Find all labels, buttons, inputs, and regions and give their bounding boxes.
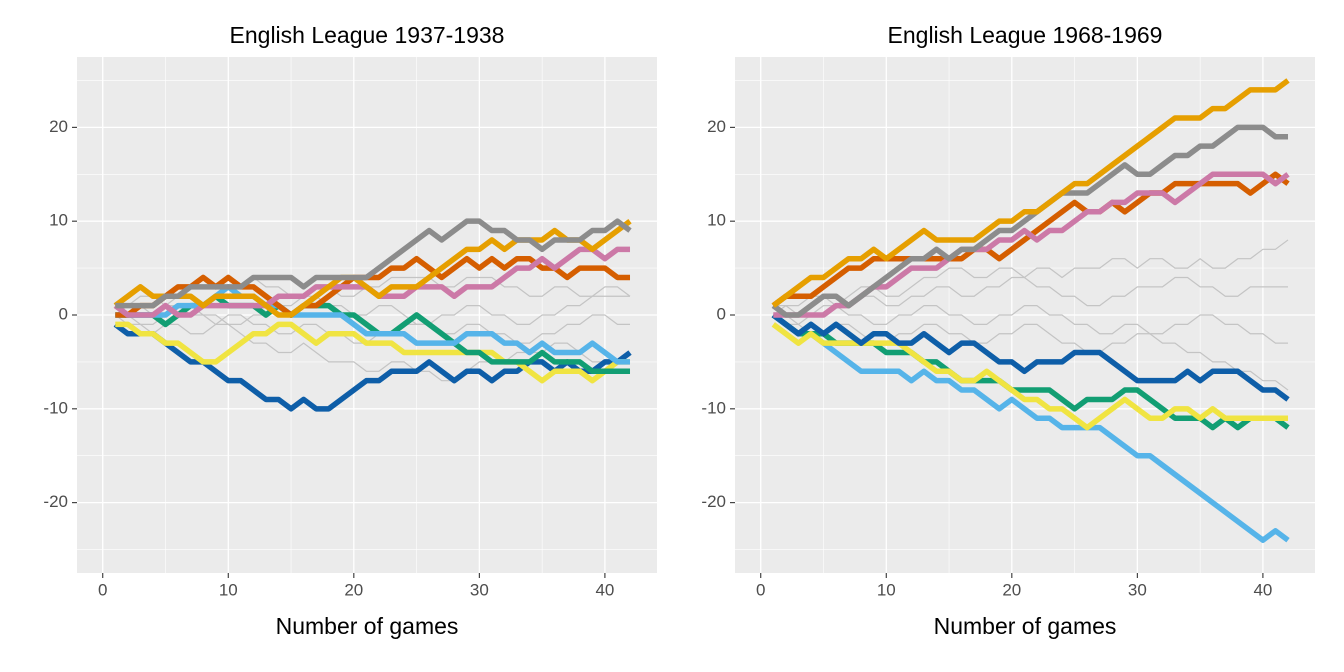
x-tick-label: 20 [344,580,363,599]
x-tick-label: 0 [756,580,765,599]
y-tick-label: 10 [49,211,68,230]
series-line [773,305,1289,344]
series-line [772,314,1289,391]
chart-title: English League 1937-1938 [230,22,505,48]
series-line [115,321,631,384]
x-tick-label: 40 [1253,580,1272,599]
series-line [772,239,1289,316]
series-line [771,78,1290,308]
x-tick-label: 30 [470,580,489,599]
y-tick-label: 20 [49,117,68,136]
series-line [115,218,632,309]
series-line [115,295,631,344]
y-tick-label: 20 [707,117,726,136]
x-tick-label: 0 [98,580,107,599]
series-line [115,255,631,318]
series-line [113,218,632,318]
x-tick-label: 40 [595,580,614,599]
x-tick-label: 20 [1002,580,1021,599]
y-tick-label: -10 [43,398,68,417]
series-line [115,295,631,344]
y-tick-label: -20 [43,492,68,511]
x-tick-label: 10 [877,580,896,599]
y-tick-label: -10 [701,398,726,417]
x-axis-title: Number of games [276,613,459,639]
x-tick-label: 30 [1128,580,1147,599]
series-line [771,312,1290,402]
series-line [771,312,1290,543]
x-axis-title: Number of games [934,613,1117,639]
y-tick-label: 0 [717,304,726,323]
x-tick-label: 10 [219,580,238,599]
series-line [771,124,1289,318]
y-tick-label: 10 [707,211,726,230]
y-tick-label: -20 [701,492,726,511]
y-tick-label: 0 [59,304,68,323]
chart-title: English League 1968-1969 [888,22,1163,48]
